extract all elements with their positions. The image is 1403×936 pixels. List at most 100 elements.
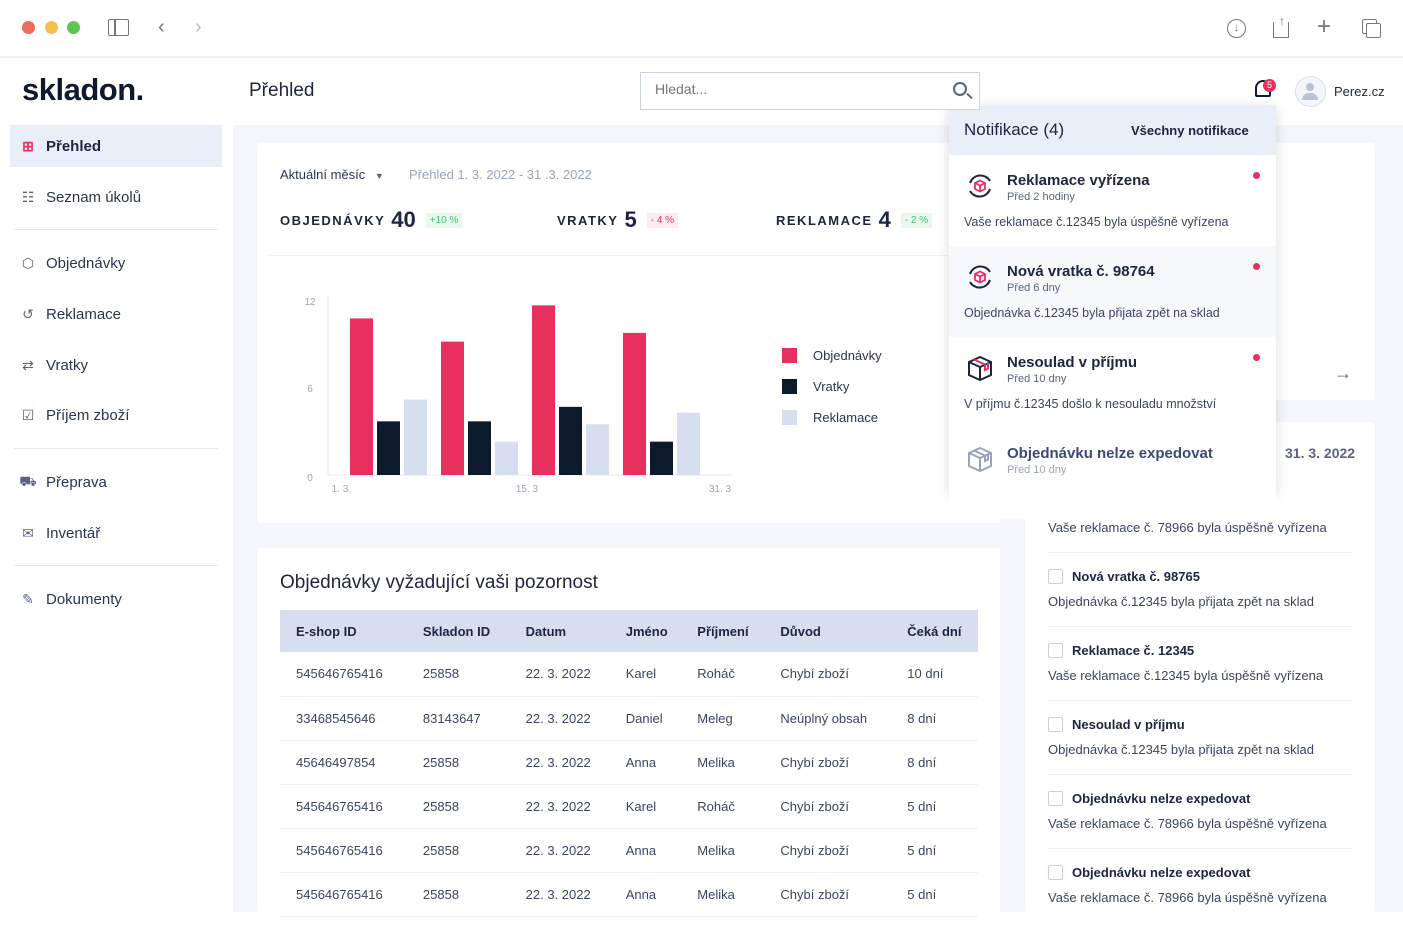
sidebar-item-reklamace[interactable]: ↺ Reklamace bbox=[10, 293, 222, 335]
kpi-change: - 4 % bbox=[646, 212, 679, 228]
avatar[interactable] bbox=[1295, 76, 1326, 107]
orders-table: E-shop ID Skladon ID Datum Jméno Příjmení Dův… bbox=[280, 610, 978, 917]
tabs-icon[interactable] bbox=[1362, 19, 1381, 38]
kpi-change: +10 % bbox=[425, 212, 463, 228]
task-checkbox[interactable] bbox=[1048, 643, 1063, 658]
task-title: Nesoulad v příjmu bbox=[1072, 717, 1185, 732]
table-row[interactable]: 33468545646 83143647 22. 3. 2022 Daniel Mele… bbox=[280, 696, 978, 741]
legend-swatch bbox=[782, 348, 797, 363]
user-name[interactable]: Perez.cz bbox=[1334, 84, 1385, 99]
search-input[interactable] bbox=[655, 81, 935, 97]
kpi-label: OBJEDNÁVKY bbox=[280, 212, 386, 228]
notification-description: V příjmu č.12345 došlo k nesouladu množs… bbox=[964, 397, 1217, 411]
notification-item[interactable]: Nesoulad v příjmu Před 10 dny V příjmu č… bbox=[949, 337, 1276, 428]
notification-item[interactable]: Nová vratka č. 98764 Před 6 dny Objednáv… bbox=[949, 246, 1276, 337]
divider bbox=[1048, 700, 1353, 701]
table-cell: 5 dní bbox=[891, 828, 978, 873]
table-cell: Chybí zboží bbox=[764, 872, 892, 917]
back-icon[interactable]: ‹ bbox=[158, 16, 165, 38]
orders-title: Objednávky vyžadující vaši pozornost bbox=[280, 572, 598, 593]
orders-card: Objednávky vyžadující vaši pozornost E-s… bbox=[257, 548, 1000, 917]
new-tab-icon[interactable]: + bbox=[1317, 13, 1332, 40]
logo-text: skladon. bbox=[22, 72, 144, 107]
table-row[interactable]: 545646765416 25858 22. 3. 2022 Karel Roháč Ch… bbox=[280, 652, 978, 697]
maximize-window-button[interactable] bbox=[67, 21, 80, 34]
bell-icon[interactable]: 5 bbox=[1253, 78, 1276, 100]
download-icon[interactable]: ↓ bbox=[1227, 19, 1246, 38]
table-row[interactable]: 45646497854 25858 22. 3. 2022 Anna Melika Chy… bbox=[280, 740, 978, 785]
notification-title: Nová vratka č. 98764 bbox=[1007, 263, 1155, 280]
sidebar-item-prehled[interactable]: ⊞ Přehled bbox=[10, 125, 222, 167]
sidebar-item-seznam-ukolu[interactable]: ☷ Seznam úkolů bbox=[10, 176, 222, 218]
minimize-window-button[interactable] bbox=[45, 21, 58, 34]
search-icon[interactable] bbox=[953, 82, 973, 100]
table-cell: 83143647 bbox=[406, 696, 510, 741]
task-item[interactable]: Nesoulad v příjmu Objednávka č.12345 byl… bbox=[1048, 714, 1353, 788]
legend-label: Objednávky bbox=[813, 348, 882, 363]
table-cell: Daniel bbox=[609, 696, 682, 741]
task-item[interactable]: Reklamace č. 12345 Vaše reklamace č.1234… bbox=[1048, 640, 1353, 714]
task-checkbox[interactable] bbox=[1048, 865, 1063, 880]
sidebar-item-inventar[interactable]: ✉ Inventář bbox=[10, 512, 222, 554]
unread-dot bbox=[1253, 172, 1260, 179]
legend-swatch bbox=[782, 410, 797, 425]
task-item[interactable]: Objednávku nelze expedovat Vaše reklamac… bbox=[1048, 788, 1353, 862]
notification-title: Reklamace vyřízena bbox=[1007, 172, 1150, 189]
sidebar-item-objednavky[interactable]: ⬡ Objednávky bbox=[10, 242, 222, 284]
task-checkbox[interactable] bbox=[1048, 791, 1063, 806]
kpi-value: 40 bbox=[391, 207, 416, 232]
table-cell: 33468545646 bbox=[280, 696, 407, 741]
legend-label: Vratky bbox=[813, 379, 850, 394]
column-header[interactable]: Čeká dní bbox=[891, 610, 978, 652]
task-item[interactable]: Objednávku nelze expedovat Vaše reklamac… bbox=[1048, 862, 1353, 936]
task-checkbox[interactable] bbox=[1048, 717, 1063, 732]
table-cell: 22. 3. 2022 bbox=[509, 828, 610, 873]
divider bbox=[1048, 848, 1353, 849]
column-header[interactable]: Příjmení bbox=[681, 610, 765, 652]
table-row[interactable]: 545646765416 25858 22. 3. 2022 Karel Roháč Ch… bbox=[280, 784, 978, 829]
notification-time: Před 2 hodiny bbox=[1007, 191, 1075, 203]
period-select-value: Aktuální měsíc bbox=[280, 167, 366, 182]
table-row[interactable]: 545646765416 25858 22. 3. 2022 Anna Melika Ch… bbox=[280, 828, 978, 873]
sidebar-item-prijem-zbozi[interactable]: ☑ Příjem zboží bbox=[10, 394, 222, 436]
bar-reklamace bbox=[586, 424, 609, 475]
forward-icon[interactable]: › bbox=[195, 16, 202, 38]
task-checkbox[interactable] bbox=[1048, 569, 1063, 584]
legend-label: Reklamace bbox=[813, 410, 879, 425]
table-cell: Chybí zboží bbox=[764, 784, 892, 829]
bar-vratky bbox=[650, 441, 673, 475]
all-notifications-link[interactable]: Všechny notifikace bbox=[1131, 123, 1249, 138]
notification-item[interactable]: Reklamace vyřízena Před 2 hodiny Vaše re… bbox=[949, 155, 1276, 246]
column-header[interactable]: Jméno bbox=[609, 610, 682, 652]
column-header[interactable]: Skladon ID bbox=[406, 610, 510, 652]
share-icon[interactable]: ↑ bbox=[1273, 14, 1289, 38]
task-description: Vaše reklamace č. 78966 byla úspěšně vyř… bbox=[1048, 890, 1327, 905]
period-select[interactable]: Aktuální měsíc ▼ bbox=[280, 167, 384, 182]
sidebar-item-label: Přeprava bbox=[46, 473, 107, 491]
arrow-right-icon[interactable]: → bbox=[1334, 363, 1352, 383]
table-row[interactable]: 545646765416 25858 22. 3. 2022 Anna Melika Ch… bbox=[280, 872, 978, 917]
task-item[interactable]: Nová vratka č. 98765 Objednávka č.12345 … bbox=[1048, 566, 1353, 640]
kpi-returns: VRATKY 5 - 4 % bbox=[557, 207, 679, 233]
inbox-icon: ☑ bbox=[21, 406, 35, 423]
close-window-button[interactable] bbox=[22, 21, 35, 34]
divider bbox=[1048, 774, 1353, 775]
sidebar-item-dokumenty[interactable]: ✎ Dokumenty bbox=[10, 578, 222, 620]
table-cell: Chybí zboží bbox=[764, 652, 892, 697]
search-box[interactable] bbox=[640, 72, 980, 110]
notification-time: Před 10 dny bbox=[1007, 373, 1067, 385]
column-header[interactable]: Důvod bbox=[764, 610, 892, 652]
table-cell: 22. 3. 2022 bbox=[509, 652, 610, 697]
table-cell: Anna bbox=[609, 872, 682, 917]
sidebar-item-preprava[interactable]: ⛟ Přeprava bbox=[10, 461, 222, 503]
column-header[interactable]: E-shop ID bbox=[280, 610, 407, 652]
sidebar-icon[interactable] bbox=[108, 19, 129, 36]
table-cell: Meleg bbox=[681, 696, 765, 741]
legend-item: Objednávky bbox=[782, 340, 882, 371]
table-cell: 10 dní bbox=[891, 652, 978, 697]
table-cell: 22. 3. 2022 bbox=[509, 740, 610, 785]
notification-item[interactable]: Objednávku nelze expedovat Před 10 dny bbox=[949, 428, 1276, 519]
logo[interactable]: skladon. bbox=[22, 72, 144, 108]
column-header[interactable]: Datum bbox=[509, 610, 610, 652]
sidebar-item-vratky[interactable]: ⇄ Vratky bbox=[10, 344, 222, 386]
